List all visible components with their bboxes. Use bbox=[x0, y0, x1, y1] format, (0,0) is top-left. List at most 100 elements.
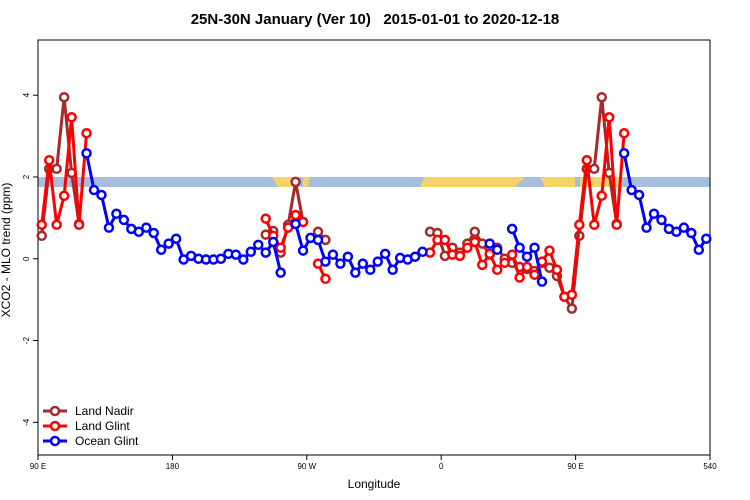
point bbox=[230, 249, 242, 260]
x-tick-label: 90 W bbox=[297, 462, 316, 471]
point bbox=[335, 258, 346, 269]
point bbox=[312, 226, 324, 238]
point bbox=[372, 256, 383, 267]
point bbox=[111, 208, 122, 220]
point bbox=[529, 242, 540, 253]
point bbox=[357, 258, 369, 269]
point bbox=[81, 148, 92, 159]
point bbox=[297, 245, 309, 256]
point bbox=[342, 251, 354, 262]
point bbox=[641, 222, 652, 233]
band-ocean bbox=[38, 177, 710, 187]
point bbox=[58, 190, 70, 202]
point bbox=[454, 250, 466, 262]
point bbox=[671, 226, 682, 238]
point bbox=[253, 239, 264, 251]
point bbox=[170, 233, 182, 244]
band-land bbox=[540, 177, 575, 187]
point bbox=[618, 148, 630, 159]
point bbox=[36, 219, 47, 231]
point bbox=[275, 242, 286, 253]
point bbox=[290, 209, 301, 221]
point bbox=[491, 244, 503, 255]
band-land bbox=[303, 177, 310, 187]
point bbox=[521, 251, 533, 262]
point bbox=[506, 249, 518, 260]
point bbox=[66, 112, 77, 123]
point bbox=[536, 276, 548, 287]
x-tick-label: 180 bbox=[166, 462, 180, 471]
point bbox=[491, 264, 503, 276]
point bbox=[103, 222, 115, 233]
point bbox=[320, 256, 331, 267]
band-land bbox=[420, 177, 525, 187]
point bbox=[469, 236, 481, 248]
point bbox=[544, 245, 555, 256]
point bbox=[245, 246, 257, 258]
point bbox=[484, 248, 495, 260]
point bbox=[238, 254, 249, 265]
point bbox=[96, 189, 107, 201]
y-tick-label: 0 bbox=[22, 256, 31, 261]
point bbox=[51, 219, 62, 231]
plot-frame bbox=[37, 39, 711, 456]
point bbox=[596, 91, 607, 103]
point bbox=[514, 272, 525, 283]
point bbox=[312, 234, 324, 246]
legend-label: Land Glint bbox=[75, 419, 130, 433]
y-tick-label: -4 bbox=[22, 418, 31, 426]
point bbox=[506, 223, 518, 235]
point bbox=[589, 219, 600, 231]
point bbox=[350, 267, 361, 278]
x-tick-label: 0 bbox=[439, 462, 444, 471]
series-line bbox=[40, 115, 626, 299]
point bbox=[290, 176, 301, 188]
point bbox=[148, 227, 159, 239]
point bbox=[267, 236, 279, 248]
legend-marker bbox=[49, 420, 61, 432]
point bbox=[566, 289, 578, 300]
point bbox=[566, 303, 578, 314]
point bbox=[693, 244, 705, 255]
point bbox=[417, 246, 428, 258]
point bbox=[581, 154, 593, 166]
y-axis-label: XCO2 - MLO trend (ppm) bbox=[0, 183, 13, 318]
point bbox=[379, 248, 391, 260]
point bbox=[327, 249, 339, 260]
point bbox=[290, 218, 301, 230]
legend-marker bbox=[49, 435, 61, 447]
point bbox=[118, 214, 130, 226]
point bbox=[589, 163, 600, 175]
chart-title: 25N-30N January (Ver 10) 2015-01-01 to 2… bbox=[191, 11, 560, 28]
point bbox=[551, 264, 563, 276]
point bbox=[521, 261, 533, 273]
point bbox=[477, 259, 488, 271]
point bbox=[603, 112, 615, 123]
point bbox=[215, 253, 227, 264]
x-tick-label: 90 E bbox=[30, 462, 46, 471]
point bbox=[648, 208, 660, 220]
point bbox=[387, 264, 398, 276]
point bbox=[155, 244, 167, 255]
point bbox=[365, 264, 376, 276]
y-tick-label: -2 bbox=[22, 336, 31, 344]
y-tick-label: 2 bbox=[22, 174, 31, 179]
point bbox=[260, 213, 271, 224]
point bbox=[58, 91, 70, 103]
point bbox=[439, 234, 451, 246]
legend-label: Land Nadir bbox=[75, 404, 134, 418]
point bbox=[73, 219, 85, 231]
point bbox=[611, 219, 622, 231]
point bbox=[633, 189, 645, 201]
x-axis-label: Longitude bbox=[348, 477, 401, 491]
point bbox=[36, 230, 47, 242]
point bbox=[409, 251, 421, 262]
point bbox=[514, 242, 525, 253]
point bbox=[163, 238, 174, 249]
legend-marker bbox=[49, 405, 61, 417]
point bbox=[469, 226, 481, 238]
point bbox=[43, 154, 55, 166]
point bbox=[462, 242, 473, 253]
point bbox=[260, 247, 271, 258]
